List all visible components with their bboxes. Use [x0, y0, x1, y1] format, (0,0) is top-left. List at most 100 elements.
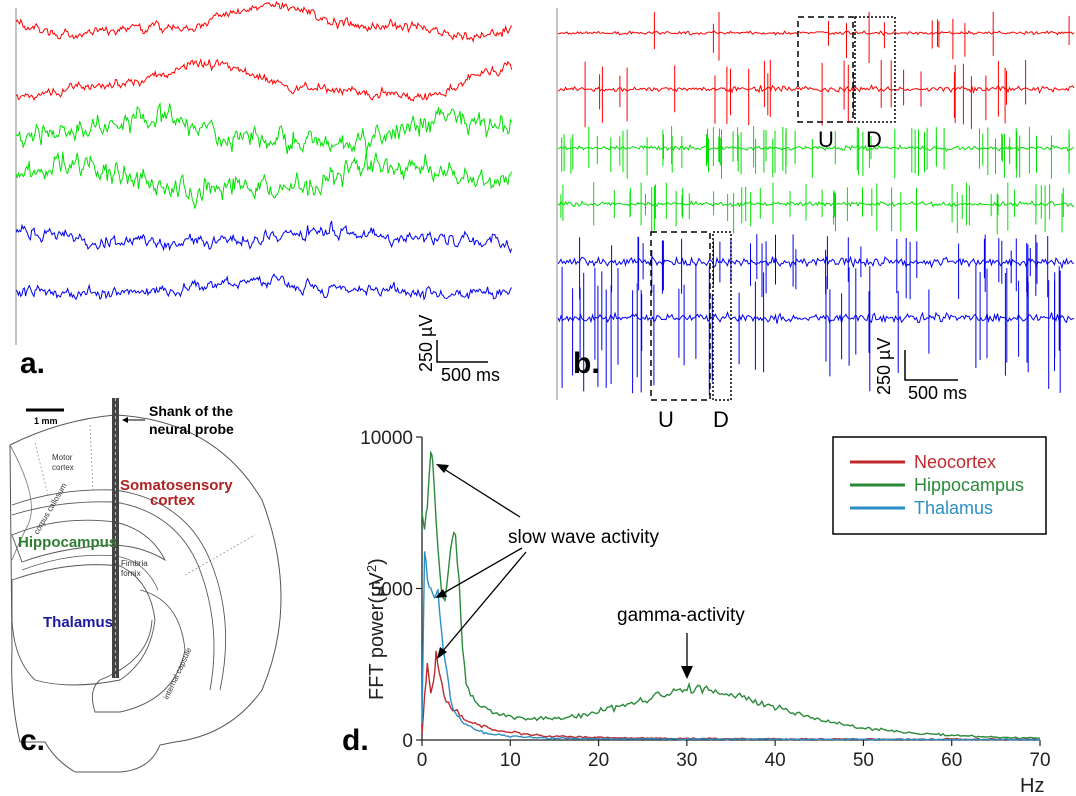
series-line-hippocampus	[421, 450, 1041, 740]
y-tick-label: 5000	[371, 580, 413, 601]
probe-label-1: Shank of the	[149, 403, 233, 419]
somatosensory-label-2: cortex	[150, 492, 196, 509]
motor-cortex-label-1: Motor	[52, 453, 73, 462]
panel-label-b: b.	[573, 347, 600, 380]
panel-label-d: d.	[342, 724, 369, 757]
legend-label-thalamus: Thalamus	[914, 498, 993, 518]
x-tick-label: 40	[765, 750, 786, 771]
slow-wave-arrow-2	[441, 547, 523, 595]
cortex-boundary-2	[89, 424, 94, 491]
y-axis-title-sup: 2	[364, 565, 379, 572]
panel-a-scale-bar: 250 µV 500 ms	[416, 315, 500, 385]
gamma-annotation: gamma-activity	[617, 605, 745, 626]
slow-wave-arrow-2-head	[435, 589, 447, 598]
spikes-b-hippocampus	[560, 182, 1064, 235]
x-tick-label: 30	[676, 750, 697, 771]
slow-wave-arrow-1-head	[436, 464, 449, 473]
y-axis-title-main: FFT power(µV	[366, 571, 388, 700]
scale-bar-lines	[904, 350, 958, 381]
marker-d-bottom: D	[713, 407, 729, 432]
scale-voltage-label: 250 µV	[416, 315, 436, 372]
trace-b-thalamus	[557, 310, 1075, 324]
spikes-b-neocortex	[653, 11, 1070, 63]
panel-a-traces	[15, 0, 513, 301]
probe-arrow-head	[122, 417, 128, 423]
thalamus-label: Thalamus	[43, 614, 113, 631]
trace-b-neocortex	[557, 30, 1075, 37]
spikes-b-hippocampus	[561, 126, 1070, 179]
fimbria-label-1: Fimbria	[121, 559, 148, 568]
trace-a-neocortex	[15, 0, 513, 44]
slow-wave-arrow-3-head	[437, 647, 447, 659]
gamma-arrow-head	[681, 666, 693, 679]
chart-series	[421, 450, 1041, 741]
x-tick-label: 0	[417, 750, 428, 771]
spikes-b-neocortex	[584, 59, 1027, 129]
white-matter-inner	[11, 501, 215, 691]
panel-label-a: a.	[20, 347, 45, 380]
spikes-b-thalamus	[561, 264, 1061, 395]
legend-label-hippocampus: Hippocampus	[914, 475, 1024, 495]
internal-capsule-label: internal capsule	[162, 646, 194, 701]
marker-d-top: D	[866, 127, 882, 152]
y-tick-label: 10000	[360, 428, 413, 449]
x-tick-label: 10	[500, 750, 521, 771]
trace-b-neocortex	[557, 84, 1075, 95]
series-line-thalamus	[421, 551, 1041, 741]
panel-b-scale-bar: 250 µV 500 ms	[874, 338, 967, 403]
trace-a-hippocampus	[15, 151, 513, 209]
trace-b-hippocampus	[557, 200, 1075, 208]
panel-a: 250 µV 500 ms a.	[15, 0, 513, 385]
midline	[9, 444, 32, 561]
x-tick-label: 20	[588, 750, 609, 771]
panel-b: U D U D 250 µV 500 ms b.	[556, 8, 1075, 432]
slow-wave-arrow-3	[441, 551, 527, 653]
slow-wave-annotation: slow wave activity	[508, 527, 659, 548]
x-axis-unit: Hz	[1020, 775, 1044, 796]
hippocampus-outline	[11, 519, 167, 563]
brain-outline	[9, 414, 282, 773]
chart-axes: 0 5000 10000 0 10 20 30 40 50 60 70	[360, 428, 1050, 771]
spikes-b-thalamus	[579, 234, 1049, 300]
trace-b-hippocampus	[557, 143, 1075, 152]
trace-a-hippocampus	[15, 101, 513, 154]
cortex-boundary-1	[34, 442, 49, 496]
scale-voltage-label: 250 µV	[874, 338, 894, 395]
marker-u-top: U	[818, 127, 834, 152]
down-state-box-bottom	[712, 231, 732, 401]
x-tick-label: 70	[1029, 750, 1050, 771]
slow-wave-arrow-1	[443, 468, 521, 518]
somatosensory-label-1: Somatosensory	[120, 477, 233, 494]
thalamus-outline	[11, 564, 156, 686]
scale-time-label: 500 ms	[441, 365, 500, 385]
panel-d-chart: 0 5000 10000 0 10 20 30 40 50 60 70 FFT power(µV2)…	[342, 428, 1051, 796]
trace-b-thalamus	[557, 255, 1075, 270]
x-tick-label: 50	[853, 750, 874, 771]
hippocampus-label: Hippocampus	[18, 534, 117, 551]
motor-cortex-label-2: cortex	[52, 463, 74, 472]
fimbria-label-2: fornix	[121, 569, 141, 578]
y-axis-title-end: )	[366, 558, 388, 565]
down-state-box-top	[854, 16, 896, 123]
internal-capsule-outline	[91, 589, 186, 713]
marker-u-bottom: U	[658, 407, 674, 432]
series-line-neocortex	[421, 650, 1041, 741]
trace-a-thalamus	[15, 273, 513, 301]
panel-c: 1 mm Motor cortex corpus callosum Fimbri…	[9, 398, 282, 773]
y-axis-title: FFT power(µV2)	[364, 558, 388, 700]
x-tick-label: 60	[941, 750, 962, 771]
y-tick-label: 0	[402, 731, 413, 752]
panel-label-c: c.	[20, 724, 45, 757]
mm-scale-label: 1 mm	[34, 416, 58, 426]
up-state-box-bottom	[650, 231, 711, 401]
scale-bar-lines	[436, 340, 488, 363]
panel-b-traces	[557, 11, 1075, 395]
scale-time-label: 500 ms	[908, 383, 967, 403]
cortex-boundary-3	[184, 534, 256, 576]
probe-label-2: neural probe	[149, 421, 234, 437]
legend: Neocortex Hippocampus Thalamus	[832, 436, 1047, 535]
trace-a-neocortex	[15, 57, 513, 102]
trace-a-thalamus	[15, 220, 513, 254]
white-matter-outer	[11, 489, 227, 691]
